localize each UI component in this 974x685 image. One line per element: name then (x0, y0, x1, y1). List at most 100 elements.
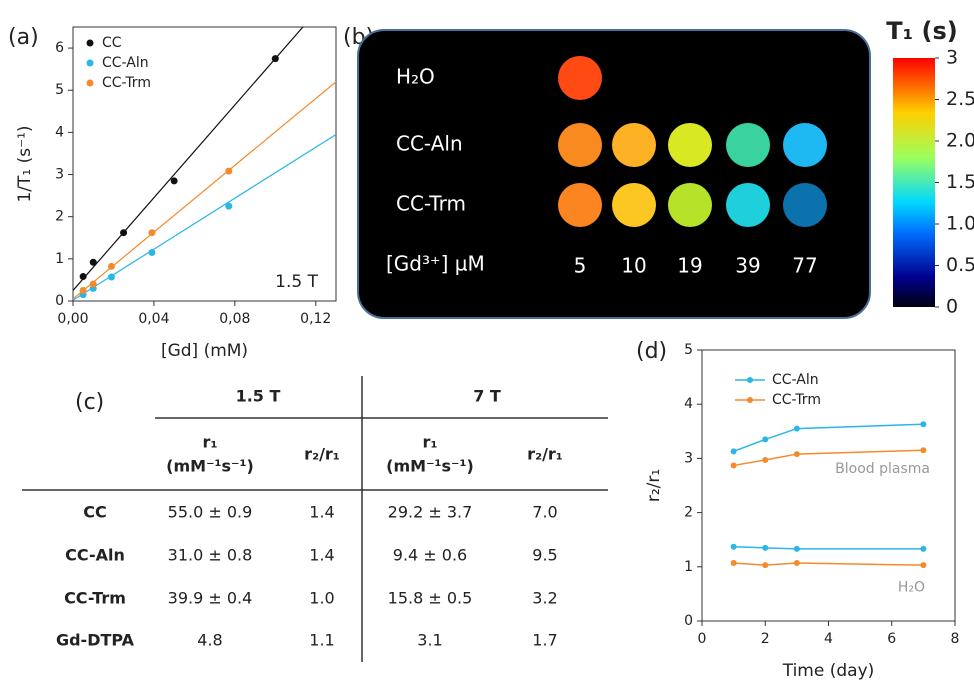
table-cell: 1.0 (309, 589, 334, 608)
legend-label: CC (102, 35, 122, 51)
y-tick-label: 4 (55, 124, 64, 140)
row-header: CC-Trm (64, 589, 126, 608)
y-tick-label: 1 (684, 559, 693, 575)
point (731, 448, 737, 454)
column-header: r₁ (203, 433, 218, 452)
column-header: (mM⁻¹s⁻¹) (386, 457, 474, 476)
sample-spot (558, 183, 602, 227)
table-cell: 15.8 ± 0.5 (388, 589, 473, 608)
sample-spot (783, 123, 827, 167)
concentration: 5 (574, 254, 587, 278)
column-header: r₂/r₁ (527, 445, 563, 464)
y-tick-label: 1 (55, 251, 64, 267)
point (148, 229, 155, 236)
line (734, 563, 924, 565)
table-cell: 3.1 (417, 631, 442, 650)
panel-label: (d) (636, 339, 667, 364)
sample-spot (612, 123, 656, 167)
line (734, 424, 924, 451)
x-tick-label: 0,00 (57, 311, 88, 327)
x-tick-label: 0 (698, 631, 707, 647)
legend-label: CC-Aln (102, 55, 149, 71)
legend-marker (747, 397, 753, 403)
table-cell: 9.4 ± 0.6 (393, 546, 467, 565)
sample-spot (726, 183, 770, 227)
table-cell: 31.0 ± 0.8 (168, 546, 253, 565)
point (920, 546, 926, 552)
table-cell: 1.7 (532, 631, 557, 650)
x-axis-label: Time (day) (782, 661, 875, 681)
table-cell: 29.2 ± 3.7 (388, 503, 473, 522)
table-cell: 4.8 (197, 631, 222, 650)
point (794, 426, 800, 432)
colorbar-tick-label: 3 (946, 47, 958, 69)
legend-marker (747, 377, 753, 383)
point (794, 451, 800, 457)
point (225, 168, 232, 175)
legend-marker (87, 40, 94, 47)
row-header: Gd-DTPA (56, 631, 135, 650)
x-tick-label: 2 (761, 631, 770, 647)
point (920, 447, 926, 453)
annotation: H₂O (898, 579, 925, 595)
point (731, 544, 737, 550)
column-header: r₂/r₁ (304, 445, 340, 464)
row-header: CC-Aln (65, 546, 125, 565)
legend-label: CC-Aln (772, 372, 819, 388)
colorbar-tick-label: 0 (946, 296, 958, 318)
y-tick-label: 3 (55, 167, 64, 183)
point (762, 545, 768, 551)
table-cell: 1.1 (309, 631, 334, 650)
table-cell: 9.5 (532, 546, 557, 565)
y-tick-label: 0 (684, 613, 693, 629)
colorbar (893, 58, 935, 307)
point (794, 560, 800, 566)
y-tick-label: 2 (684, 505, 693, 521)
y-tick-label: 4 (684, 396, 693, 412)
colorbar-title: T₁ (s) (886, 17, 957, 45)
point (731, 560, 737, 566)
y-axis-label: r₂/r₁ (644, 469, 664, 502)
sample-spot (612, 183, 656, 227)
sample-spot (668, 183, 712, 227)
annotation: Blood plasma (835, 461, 930, 477)
row-label: H₂O (396, 65, 435, 89)
column-header: (mM⁻¹s⁻¹) (166, 457, 254, 476)
point (171, 177, 178, 184)
line (734, 547, 924, 549)
colorbar-tick-label: 1.0 (946, 213, 974, 235)
table-cell: 7.0 (532, 503, 557, 522)
sample-spot (726, 123, 770, 167)
table-cell: 3.2 (532, 589, 557, 608)
x-tick-label: 0,12 (300, 311, 331, 327)
colorbar-tick-label: 1.5 (946, 171, 974, 193)
point (225, 203, 232, 210)
point (80, 287, 87, 294)
point (90, 281, 97, 288)
y-axis-label: 1/T₁ (s⁻¹) (15, 125, 35, 202)
colorbar-tick-label: 2.5 (946, 88, 974, 110)
y-tick-label: 5 (55, 82, 64, 98)
concentration: 10 (621, 254, 646, 278)
group-header: 1.5 T (236, 387, 281, 406)
y-tick-label: 6 (55, 40, 64, 56)
legend-label: CC-Trm (772, 392, 821, 408)
x-tick-label: 0,04 (138, 311, 169, 327)
point (762, 562, 768, 568)
y-tick-label: 2 (55, 209, 64, 225)
annotation: 1.5 T (275, 272, 318, 292)
concentration: 77 (792, 254, 817, 278)
colorbar-tick-label: 0.5 (946, 254, 974, 276)
y-tick-label: 3 (684, 450, 693, 466)
point (272, 55, 279, 62)
point (148, 249, 155, 256)
legend-label: CC-Trm (102, 75, 151, 91)
row-header: CC (83, 503, 106, 522)
point (80, 273, 87, 280)
table-cell: 55.0 ± 0.9 (168, 503, 253, 522)
point (920, 421, 926, 427)
panel-label: (a) (8, 25, 39, 50)
sample-spot (558, 56, 602, 100)
column-header: r₁ (423, 433, 438, 452)
group-header: 7 T (473, 387, 501, 406)
